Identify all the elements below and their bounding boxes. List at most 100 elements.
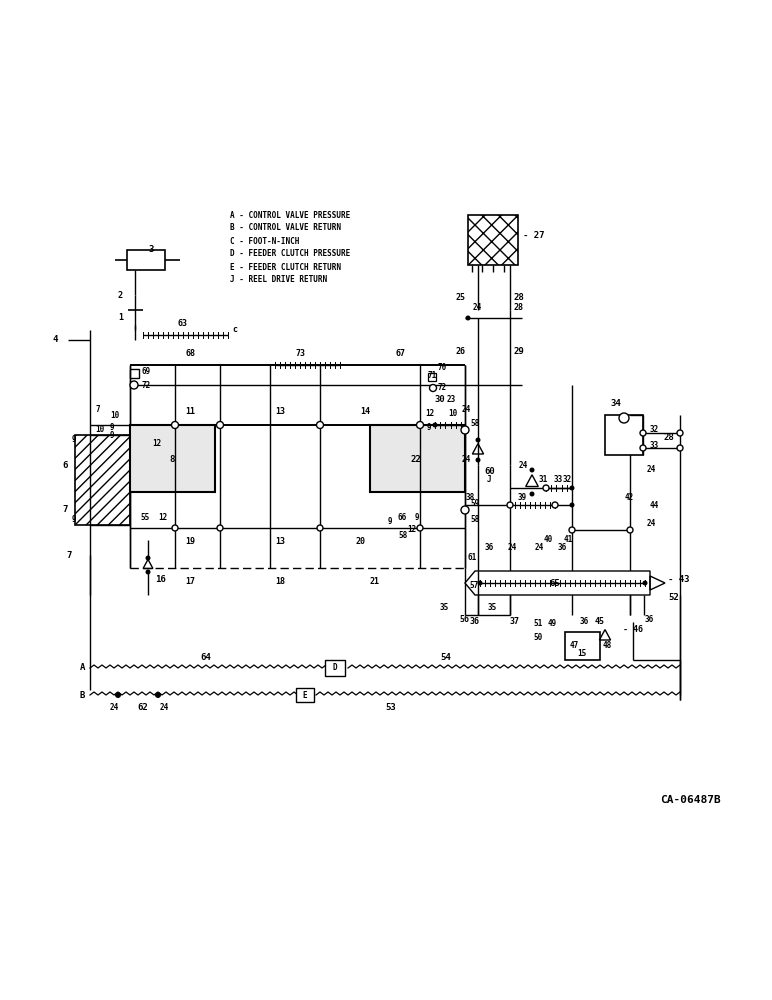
Circle shape xyxy=(640,430,646,436)
Text: 73: 73 xyxy=(295,349,305,358)
Circle shape xyxy=(476,438,480,442)
Text: 68: 68 xyxy=(185,349,195,358)
Text: E: E xyxy=(303,690,307,700)
Text: 35: 35 xyxy=(488,602,497,611)
Text: 10: 10 xyxy=(110,410,119,420)
Text: 24: 24 xyxy=(535,544,544,552)
Text: 24: 24 xyxy=(647,466,656,475)
Text: 32: 32 xyxy=(650,426,659,434)
Text: 52: 52 xyxy=(668,593,679,602)
Text: 33: 33 xyxy=(554,476,564,485)
Bar xyxy=(130,425,215,492)
Text: 60: 60 xyxy=(484,468,495,477)
Text: 53: 53 xyxy=(385,704,396,712)
Circle shape xyxy=(570,486,574,490)
Text: 72: 72 xyxy=(142,380,151,389)
Text: 7: 7 xyxy=(66,550,72,560)
Text: J - REEL DRIVE RETURN: J - REEL DRIVE RETURN xyxy=(230,275,327,284)
Circle shape xyxy=(417,525,423,531)
Text: 31: 31 xyxy=(539,476,548,485)
Text: 12: 12 xyxy=(158,512,168,522)
Circle shape xyxy=(317,422,323,428)
Circle shape xyxy=(155,692,161,698)
Text: 71: 71 xyxy=(428,370,437,379)
Bar xyxy=(75,435,130,525)
Text: 9: 9 xyxy=(415,512,420,522)
Circle shape xyxy=(217,525,223,531)
Text: 63: 63 xyxy=(178,318,188,328)
Text: 42: 42 xyxy=(625,492,635,502)
Text: E - FEEDER CLUTCH RETURN: E - FEEDER CLUTCH RETURN xyxy=(230,262,341,271)
Text: 15: 15 xyxy=(577,648,587,658)
Circle shape xyxy=(677,430,683,436)
Bar xyxy=(127,250,165,270)
Text: 7: 7 xyxy=(95,406,100,414)
Text: 50: 50 xyxy=(533,634,542,643)
Text: 32: 32 xyxy=(563,476,572,485)
Text: 2: 2 xyxy=(118,290,123,300)
Circle shape xyxy=(461,506,469,514)
Text: A: A xyxy=(80,664,85,672)
Text: D: D xyxy=(333,664,337,672)
Text: 28: 28 xyxy=(514,304,524,312)
Text: - 27: - 27 xyxy=(523,231,544,239)
Text: 3: 3 xyxy=(148,245,154,254)
Text: 51: 51 xyxy=(533,618,542,628)
Text: 66: 66 xyxy=(398,512,408,522)
Text: 14: 14 xyxy=(360,408,370,416)
Circle shape xyxy=(507,502,513,508)
Text: 12: 12 xyxy=(425,408,434,418)
Text: 48: 48 xyxy=(603,641,612,650)
Circle shape xyxy=(429,384,436,391)
Text: 35: 35 xyxy=(440,602,449,611)
Circle shape xyxy=(461,426,469,434)
Text: 9: 9 xyxy=(427,424,432,432)
Bar xyxy=(468,215,518,265)
Text: 12: 12 xyxy=(407,526,416,534)
Text: 39: 39 xyxy=(518,492,527,502)
Text: 18: 18 xyxy=(275,578,285,586)
Text: 30: 30 xyxy=(434,395,445,404)
Bar xyxy=(296,688,314,702)
Text: 58: 58 xyxy=(470,418,479,428)
Text: 59: 59 xyxy=(470,498,479,508)
Text: 36: 36 xyxy=(485,544,494,552)
Text: 13: 13 xyxy=(275,408,285,416)
Text: 45: 45 xyxy=(595,616,605,626)
Text: - 46: - 46 xyxy=(623,626,643,635)
Text: 28: 28 xyxy=(514,294,525,302)
Text: 17: 17 xyxy=(185,578,195,586)
Text: 6: 6 xyxy=(63,460,68,470)
Text: 7: 7 xyxy=(63,506,68,514)
Text: 33: 33 xyxy=(650,440,659,450)
Text: 41: 41 xyxy=(564,536,574,544)
Text: 4: 4 xyxy=(52,336,58,344)
Circle shape xyxy=(570,502,574,508)
Circle shape xyxy=(530,491,534,496)
Text: 36: 36 xyxy=(645,615,654,624)
Bar xyxy=(370,425,465,492)
Text: 24: 24 xyxy=(462,456,471,464)
Text: 55: 55 xyxy=(140,512,149,522)
Text: 24: 24 xyxy=(473,304,482,312)
Text: B: B xyxy=(80,690,85,700)
Text: 38: 38 xyxy=(466,492,476,502)
Text: 19: 19 xyxy=(185,538,195,546)
Text: 47: 47 xyxy=(570,641,579,650)
Text: 24: 24 xyxy=(508,544,517,552)
Text: 36: 36 xyxy=(470,617,480,626)
Circle shape xyxy=(642,580,648,585)
Text: 34: 34 xyxy=(610,399,621,408)
Text: 61: 61 xyxy=(467,552,476,562)
Circle shape xyxy=(640,445,646,451)
Circle shape xyxy=(569,527,575,533)
Text: 36: 36 xyxy=(580,617,589,626)
Text: 9: 9 xyxy=(388,518,393,526)
Circle shape xyxy=(627,527,633,533)
Text: 11: 11 xyxy=(185,408,195,416)
Circle shape xyxy=(130,381,138,389)
Bar xyxy=(565,632,600,660)
Text: 24: 24 xyxy=(462,404,471,414)
Text: CA-06487B: CA-06487B xyxy=(660,795,721,805)
Text: 25: 25 xyxy=(456,294,466,302)
